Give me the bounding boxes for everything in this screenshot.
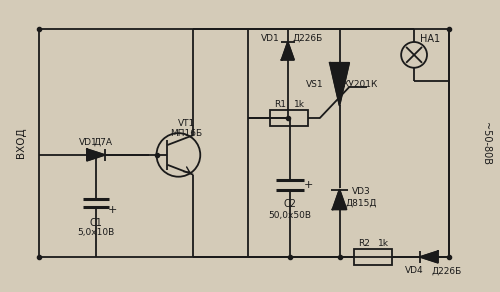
Text: Д7А: Д7А — [94, 138, 112, 147]
Text: R2: R2 — [358, 239, 370, 248]
Polygon shape — [420, 251, 438, 263]
Text: +: + — [304, 180, 314, 190]
Polygon shape — [332, 190, 346, 209]
Text: R1: R1 — [274, 100, 286, 109]
Text: КУ201К: КУ201К — [342, 80, 377, 89]
Text: VT1: VT1 — [178, 119, 195, 128]
Text: 50,0x50В: 50,0x50В — [268, 211, 312, 220]
Text: 1k: 1k — [294, 100, 305, 109]
Text: Д226Б: Д226Б — [292, 34, 323, 43]
Text: 5,0x10В: 5,0x10В — [77, 228, 114, 237]
Text: Д815Д: Д815Д — [346, 199, 377, 208]
Text: 1k: 1k — [378, 239, 389, 248]
Text: ~50-80В: ~50-80В — [480, 121, 490, 164]
Text: +: + — [108, 205, 118, 215]
Text: Д226Б: Д226Б — [432, 266, 462, 275]
Text: ВХОД: ВХОД — [16, 128, 26, 158]
FancyBboxPatch shape — [270, 110, 308, 126]
Text: C1: C1 — [90, 218, 102, 228]
Text: VD4: VD4 — [405, 266, 423, 275]
Text: VS1: VS1 — [306, 80, 324, 89]
Text: HA1: HA1 — [420, 34, 440, 44]
Polygon shape — [330, 63, 349, 105]
Text: VD1: VD1 — [260, 34, 280, 43]
Text: МП16Б: МП16Б — [170, 128, 202, 138]
Polygon shape — [87, 149, 105, 161]
FancyBboxPatch shape — [354, 249, 392, 265]
Text: VD1: VD1 — [78, 138, 98, 147]
Text: C2: C2 — [284, 199, 296, 209]
Polygon shape — [282, 42, 294, 60]
Text: VD3: VD3 — [352, 187, 371, 196]
